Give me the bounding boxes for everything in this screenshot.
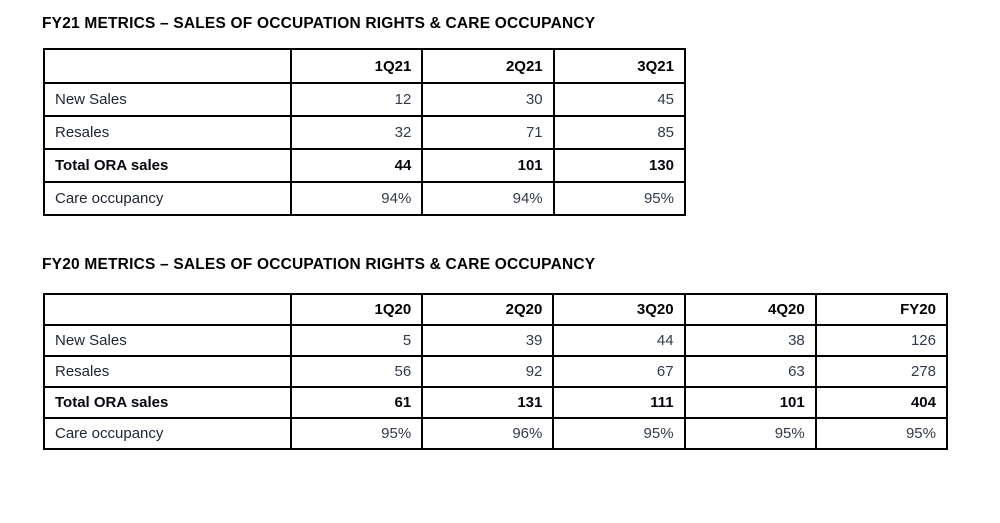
value-cell: 61	[289, 386, 424, 419]
value-cell: 95%	[552, 181, 687, 216]
table-row-total-ora-sales: Total ORA sales 61 131 111 101 404	[43, 386, 949, 419]
header-cell-fy20: FY20	[814, 293, 949, 326]
row-label-cell: Total ORA sales	[43, 386, 292, 419]
header-cell-1q20: 1Q20	[289, 293, 424, 326]
value-cell: 95%	[814, 417, 949, 450]
value-cell: 111	[552, 386, 686, 419]
row-label-cell: Care occupancy	[43, 417, 292, 450]
value-cell: 96%	[421, 417, 555, 450]
value-cell: 63	[683, 355, 817, 388]
value-cell: 71	[421, 115, 555, 150]
value-cell: 44	[289, 148, 424, 183]
value-cell: 404	[814, 386, 949, 419]
header-cell-2q21: 2Q21	[421, 48, 555, 84]
value-cell: 95%	[552, 417, 686, 450]
value-cell: 67	[552, 355, 686, 388]
value-cell: 94%	[421, 181, 555, 216]
header-cell-4q20: 4Q20	[683, 293, 817, 326]
fy21-metrics-table: 1Q21 2Q21 3Q21 New Sales 12 30 45 Resale…	[43, 48, 687, 216]
value-cell: 92	[421, 355, 555, 388]
value-cell: 95%	[683, 417, 817, 450]
value-cell: 44	[552, 324, 686, 357]
value-cell: 131	[421, 386, 555, 419]
row-label-cell: Care occupancy	[43, 181, 292, 216]
table-row-new-sales: New Sales 5 39 44 38 126	[43, 324, 949, 357]
header-cell-3q21: 3Q21	[552, 48, 687, 84]
row-label-cell: Resales	[43, 115, 292, 150]
value-cell: 39	[421, 324, 555, 357]
value-cell: 85	[552, 115, 687, 150]
header-cell-3q20: 3Q20	[552, 293, 686, 326]
row-label-cell: New Sales	[43, 82, 292, 117]
corner-cell	[43, 293, 292, 326]
fy20-table-title: FY20 METRICS – SALES OF OCCUPATION RIGHT…	[42, 256, 596, 273]
fy20-metrics-table: 1Q20 2Q20 3Q20 4Q20 FY20 New Sales 5 39 …	[43, 293, 949, 450]
value-cell: 278	[814, 355, 949, 388]
row-label-cell: Total ORA sales	[43, 148, 292, 183]
table-row-new-sales: New Sales 12 30 45	[43, 82, 687, 117]
fy21-header-row: 1Q21 2Q21 3Q21	[43, 48, 687, 84]
value-cell: 94%	[289, 181, 424, 216]
table-row-resales: Resales 32 71 85	[43, 115, 687, 150]
value-cell: 126	[814, 324, 949, 357]
fy20-header-row: 1Q20 2Q20 3Q20 4Q20 FY20	[43, 293, 949, 326]
row-label-cell: Resales	[43, 355, 292, 388]
value-cell: 101	[683, 386, 817, 419]
fy21-table-title: FY21 METRICS – SALES OF OCCUPATION RIGHT…	[42, 15, 596, 32]
header-cell-1q21: 1Q21	[289, 48, 424, 84]
value-cell: 32	[289, 115, 424, 150]
table-row-resales: Resales 56 92 67 63 278	[43, 355, 949, 388]
value-cell: 95%	[289, 417, 424, 450]
table-row-care-occupancy: Care occupancy 95% 96% 95% 95% 95%	[43, 417, 949, 450]
value-cell: 101	[421, 148, 555, 183]
value-cell: 12	[289, 82, 424, 117]
row-label-cell: New Sales	[43, 324, 292, 357]
corner-cell	[43, 48, 292, 84]
value-cell: 38	[683, 324, 817, 357]
value-cell: 56	[289, 355, 424, 388]
value-cell: 130	[552, 148, 687, 183]
value-cell: 5	[289, 324, 424, 357]
table-row-total-ora-sales: Total ORA sales 44 101 130	[43, 148, 687, 183]
table-row-care-occupancy: Care occupancy 94% 94% 95%	[43, 181, 687, 216]
value-cell: 30	[421, 82, 555, 117]
value-cell: 45	[552, 82, 687, 117]
header-cell-2q20: 2Q20	[421, 293, 555, 326]
